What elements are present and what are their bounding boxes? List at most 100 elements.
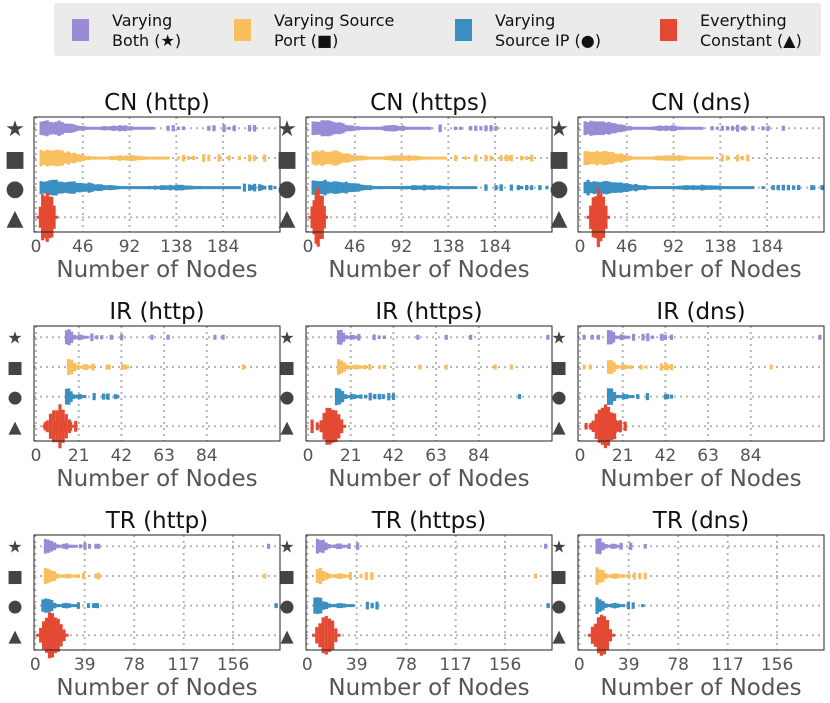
data-point: [622, 393, 626, 400]
data-point: [64, 602, 69, 609]
data-point: [44, 617, 49, 653]
data-point: [326, 181, 330, 194]
data-point: [387, 392, 391, 401]
legend-label-line2: Port (■): [274, 31, 339, 50]
data-point: [595, 150, 599, 166]
data-point: [76, 574, 80, 579]
data-point: [698, 156, 702, 160]
data-point: [668, 155, 672, 161]
data-point: [68, 421, 73, 431]
data-point: [606, 406, 611, 446]
data-point: [683, 156, 687, 160]
data-point: [320, 120, 324, 137]
data-point: [368, 364, 372, 370]
series-varying-source-port: [595, 567, 647, 585]
data-point: [761, 126, 765, 131]
data-point: [493, 364, 497, 370]
data-point: [619, 542, 623, 550]
data-point: [78, 182, 82, 193]
data-point: [419, 126, 423, 130]
data-point: [123, 186, 127, 190]
data-point: [622, 183, 626, 192]
data-point: [595, 121, 599, 136]
data-point: [314, 150, 318, 166]
data-point: [55, 573, 60, 579]
data-point: [474, 186, 478, 190]
data-point: [469, 334, 473, 340]
circle-icon: ●: [549, 177, 568, 202]
data-point: [625, 183, 629, 193]
data-point: [368, 185, 372, 191]
data-point: [101, 393, 106, 400]
data-point: [52, 205, 56, 229]
data-point: [715, 126, 719, 130]
data-point: [613, 153, 617, 163]
data-point: [317, 181, 321, 195]
data-point: [628, 155, 633, 161]
data-point: [453, 126, 458, 130]
data-point: [377, 185, 381, 190]
data-point: [607, 181, 611, 194]
data-point: [694, 185, 698, 190]
data-point: [619, 574, 623, 578]
data-point: [213, 186, 217, 190]
series-varying-source-ip: [583, 179, 824, 196]
data-point: [592, 121, 596, 136]
data-point: [530, 154, 534, 162]
data-point: [604, 543, 608, 549]
data-point: [663, 334, 668, 340]
data-point: [791, 185, 796, 190]
data-point: [598, 569, 602, 583]
data-point: [373, 393, 377, 400]
data-point: [441, 185, 445, 190]
series-varying-both: [582, 330, 822, 345]
data-point: [392, 186, 397, 190]
data-point: [228, 186, 232, 190]
data-point: [613, 573, 617, 579]
star-icon: ★: [7, 328, 22, 348]
data-point: [410, 185, 415, 191]
data-point: [342, 574, 346, 578]
data-point: [607, 574, 611, 578]
data-point: [644, 365, 648, 369]
data-point: [100, 335, 104, 340]
data-point: [601, 181, 605, 194]
data-point: [746, 154, 750, 162]
data-point: [105, 394, 109, 400]
data-point: [704, 156, 708, 160]
data-point: [145, 156, 149, 160]
data-point: [632, 572, 637, 580]
data-point: [48, 180, 52, 196]
data-point: [335, 150, 339, 166]
data-point: [658, 125, 662, 132]
data-point: [641, 604, 645, 608]
subplot-title: CN (http): [104, 90, 210, 116]
data-point: [640, 126, 644, 130]
data-point: [357, 333, 361, 341]
series-varying-source-ip: [311, 179, 549, 196]
data-point: [685, 185, 689, 191]
data-point: [43, 422, 47, 431]
data-point: [674, 155, 678, 161]
data-point: [667, 186, 671, 190]
data-point: [377, 126, 381, 130]
data-point: [407, 155, 411, 161]
data-point: [335, 181, 339, 194]
data-point: [677, 155, 681, 161]
data-point: [658, 186, 662, 190]
data-point: [43, 196, 47, 239]
data-point: [186, 156, 191, 161]
x-tick-label: 21: [340, 446, 362, 466]
data-point: [356, 395, 360, 399]
data-point: [74, 395, 78, 399]
data-point: [504, 154, 508, 162]
data-point: [237, 186, 241, 190]
data-point: [54, 121, 58, 135]
data-point: [631, 156, 636, 160]
data-point: [596, 617, 601, 654]
x-tick-label: 0: [31, 237, 42, 257]
data-point: [820, 185, 824, 191]
data-point: [234, 186, 238, 190]
x-tick-label: 39: [74, 655, 96, 675]
